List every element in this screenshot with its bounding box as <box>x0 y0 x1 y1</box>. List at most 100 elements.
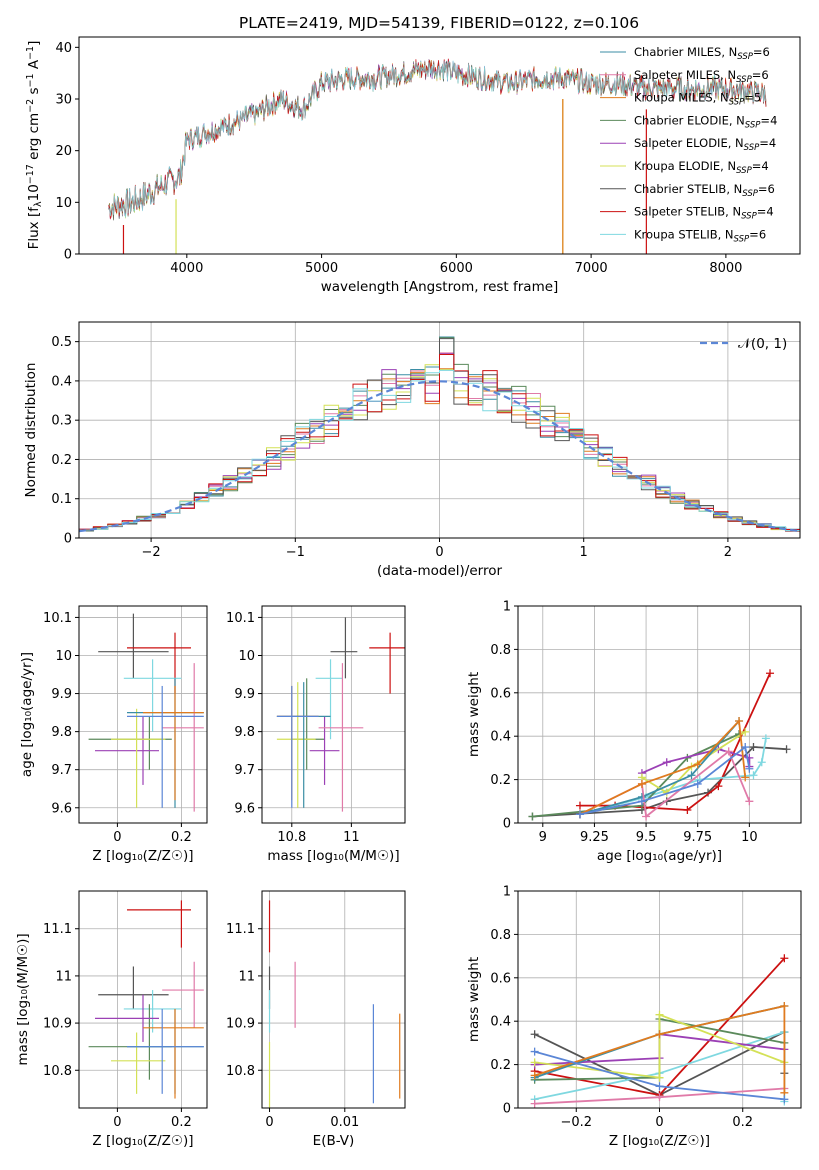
legend-label: Kroupa ELODIE <box>634 159 720 173</box>
x-tick-label: 4000 <box>170 261 203 276</box>
legend-nssp-eq: = <box>752 68 762 82</box>
plot-area-residuals <box>79 336 800 533</box>
legend-nssp-sub: SSP <box>729 98 745 108</box>
frame-age_vs_mass: 10.8 11 9.6 9.7 9.8 9.9 10 10.1 mass [log₁₀(M/M☉… <box>226 605 406 864</box>
x-tick-label: 2 <box>724 545 732 560</box>
data-marker <box>693 760 702 769</box>
legend-nssp-value: 4 <box>770 113 777 127</box>
y-axis-label-part: s <box>26 87 42 98</box>
data-marker <box>714 782 723 791</box>
legend-label: Salpeter ELODIE <box>634 136 728 150</box>
x-tick-label: 9.75 <box>683 830 712 845</box>
legend-nssp-value: 5 <box>754 91 761 105</box>
axes-age_vs_mass: 10.8 11 9.6 9.7 9.8 9.9 10 10.1 mass [log₁₀(M/M☉… <box>226 605 406 864</box>
x-axis-label: E(B-V) <box>313 1133 355 1149</box>
y-axis-label: mass [log₁₀(M/M☉)] <box>15 933 31 1065</box>
data-marker <box>637 797 646 806</box>
normal-curve <box>79 380 800 533</box>
x-tick-label: 10 <box>741 830 758 845</box>
axes-mass_vs_ebv: 0 0.01 10.8 10.9 11 11.1 E(B-V) <box>226 890 406 1149</box>
y-tick-label: 0 <box>503 1102 511 1117</box>
y-tick-label: 1 <box>503 885 511 900</box>
plot-area-age_vs_Z <box>88 613 204 812</box>
legend-entry: Kroupa ELODIE, NSSP=4 <box>634 159 769 176</box>
y-tick-label: 11.1 <box>226 922 255 937</box>
legend-label: Chabrier STELIB <box>634 182 726 196</box>
y-axis-label-part: −1 <box>25 46 36 60</box>
y-tick-label: 40 <box>55 41 72 56</box>
legend-nssp-value: 4 <box>766 205 773 219</box>
data-marker <box>687 771 696 780</box>
data-marker <box>724 747 733 756</box>
legend-label: Chabrier MILES <box>634 45 721 59</box>
y-axis-label-part: −2 <box>25 99 36 113</box>
legend-nssp-value: 6 <box>763 45 770 59</box>
legend-nssp-value: 6 <box>761 68 768 82</box>
legend-nssp-sub: SSP <box>745 120 761 130</box>
y-tick-label: 0.8 <box>490 643 511 658</box>
y-tick-label: 10 <box>238 649 255 664</box>
x-tick-label: 0.2 <box>171 1115 192 1130</box>
legend-nssp-prefix: , N <box>726 182 742 196</box>
data-marker <box>655 1082 664 1091</box>
legend-nssp-value: 6 <box>768 182 775 196</box>
y-tick-label: 0.1 <box>51 492 72 507</box>
x-tick-label: −0.2 <box>560 1115 592 1130</box>
frame-residuals: −2 −1 0 1 2 0 0.1 0.2 0.3 0.4 0.5 (data-model)/erro… <box>23 321 801 579</box>
data-marker <box>780 1002 789 1011</box>
legend-nssp-sub: SSP <box>734 234 750 244</box>
x-tick-label: 6000 <box>440 261 473 276</box>
legend-entry: Chabrier STELIB, NSSP=6 <box>634 182 775 199</box>
y-tick-label: 9.7 <box>51 763 72 778</box>
x-tick-label: 9.25 <box>580 830 609 845</box>
x-axis-label: Z [log₁₀(Z/Z☉)] <box>609 1133 710 1149</box>
data-marker <box>662 758 671 767</box>
data-marker <box>780 954 789 963</box>
y-tick-label: 0 <box>64 532 72 547</box>
chart-title: PLATE=2419, MJD=54139, FIBERID=0122, z=0… <box>239 14 639 32</box>
data-marker <box>575 801 584 810</box>
x-tick-label: 0.2 <box>732 1115 753 1130</box>
x-tick-label: −2 <box>142 545 161 560</box>
plot-area-spectrum <box>108 58 767 254</box>
plot-area-mw_vs_Z <box>530 954 789 1108</box>
series-line-chabrier-miles <box>579 720 740 816</box>
data-marker <box>761 734 770 743</box>
legend-nssp-sub: SSP <box>737 52 753 62</box>
legend-nssp-eq: = <box>752 159 762 173</box>
plot-layer: 4000 5000 6000 7000 8000010203040wavelength … <box>15 14 802 1149</box>
frame-age_vs_Z: 0 0.2 9.6 9.7 9.8 9.9 10 10.1 Z [log₁₀(Z/Z☉)] age… <box>19 605 208 864</box>
legend-nssp-sub: SSP <box>742 189 758 199</box>
y-axis-label-part: λ <box>33 201 44 207</box>
x-tick-label: 1 <box>580 545 588 560</box>
data-marker <box>530 1058 539 1067</box>
data-marker <box>575 810 584 819</box>
x-tick-label: 9 <box>539 830 547 845</box>
x-tick-label: 0.2 <box>171 830 192 845</box>
plot-area-age_vs_mass <box>276 617 405 812</box>
x-axis-label: (data-model)/error <box>377 563 503 579</box>
y-tick-label: 0.8 <box>490 928 511 943</box>
x-tick-label: 11 <box>343 830 360 845</box>
data-marker <box>741 773 750 782</box>
y-tick-label: 0.4 <box>490 1015 511 1030</box>
y-tick-label: 10.8 <box>43 1064 72 1079</box>
y-tick-label: 9.9 <box>234 687 255 702</box>
y-axis-label-part: 10 <box>26 184 42 201</box>
histogram-kroupa-stelib <box>79 369 800 531</box>
legend-nssp-sub: SSP <box>744 143 760 153</box>
y-tick-label: 10.8 <box>226 1064 255 1079</box>
x-tick-label: 9.5 <box>636 830 657 845</box>
series-line-kroupa-miles <box>534 1004 786 1093</box>
y-tick-label: 0.4 <box>51 374 72 389</box>
data-marker <box>780 1095 789 1104</box>
legend-nssp-prefix: , N <box>729 113 745 127</box>
frame-spectrum: 4000 5000 6000 7000 8000 0 10 20 30 40 wavelength … <box>25 14 801 295</box>
y-tick-label: 11 <box>238 969 255 984</box>
axes-mw_vs_Z: −0.2 0 0.2 0 0.2 0.4 0.6 0.8 1 Z [log₁₀(Z/Z☉)] mas… <box>466 885 802 1149</box>
y-tick-label: 20 <box>55 144 72 159</box>
legend-nssp-prefix: , N <box>725 205 741 219</box>
axes-frame <box>78 605 208 824</box>
data-marker <box>530 1071 539 1080</box>
